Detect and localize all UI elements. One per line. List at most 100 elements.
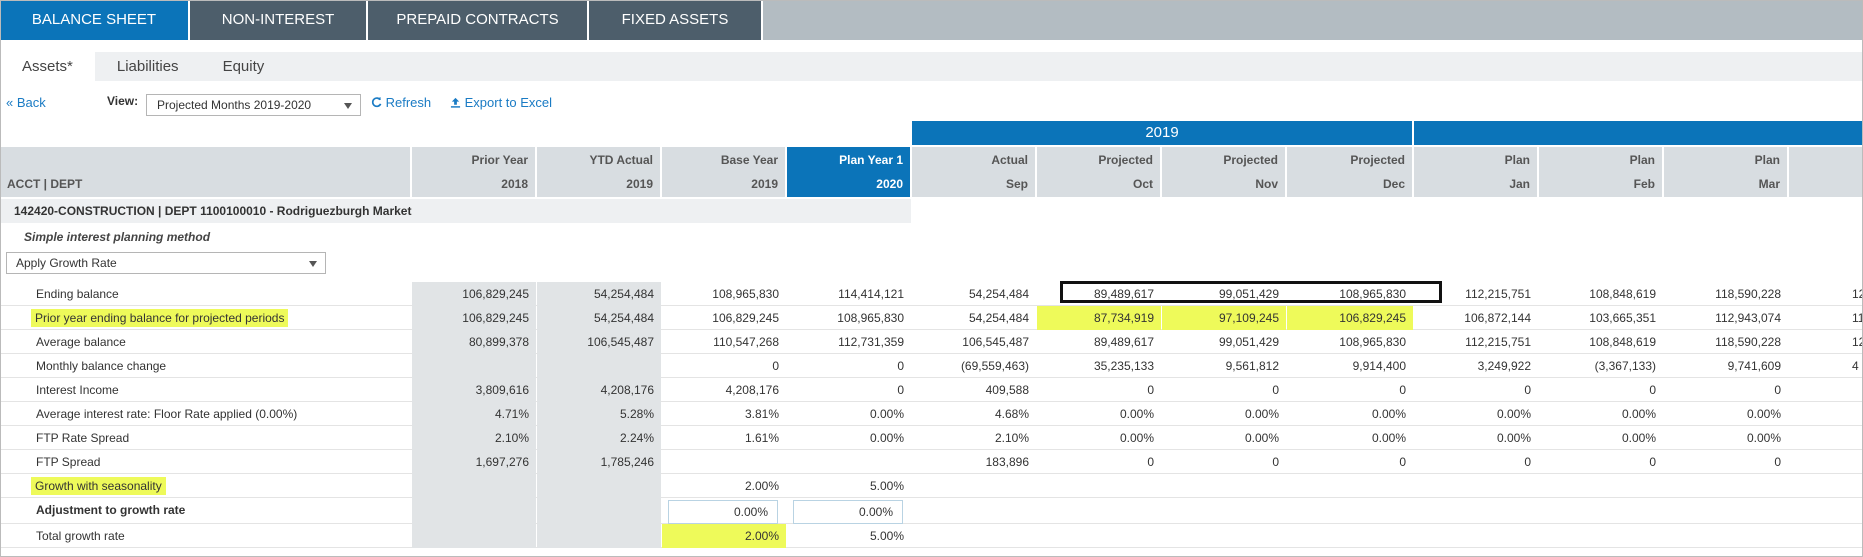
column-header: Projected Dec: [1287, 147, 1413, 197]
table-cell: [1789, 498, 1863, 524]
cell-background: [412, 354, 536, 378]
table-cell: 0.00%: [1371, 407, 1406, 421]
table-cell: 112,215,751: [1465, 287, 1531, 301]
refresh-button[interactable]: Refresh: [371, 95, 431, 110]
table-cell: 116: [1852, 311, 1863, 325]
table-cell: 122: [1852, 335, 1863, 349]
column-header: Projected Oct: [1037, 147, 1161, 197]
toolbar: « Back View: Projected Months 2019-2020 …: [0, 88, 900, 118]
table-cell: 2.10%: [494, 431, 529, 445]
table-cell: [1287, 474, 1413, 498]
table-cell: 0.00%: [1746, 407, 1781, 421]
table-cell: [1162, 498, 1286, 524]
cell-background: [412, 282, 536, 306]
table-cell: [1664, 498, 1788, 524]
cell-background: [537, 402, 661, 426]
tab-fixed-assets[interactable]: FIXED ASSETS: [589, 0, 763, 40]
column-header: Actual Sep: [912, 147, 1036, 197]
column-header-period: 2019: [751, 177, 778, 191]
column-header-period: 2019: [626, 177, 653, 191]
table-cell: 118,590,228: [1715, 335, 1781, 349]
table-cell: 0.00%: [869, 431, 904, 445]
table-cell: 108,965,830: [1339, 335, 1406, 349]
row-label: Average interest rate: Floor Rate applie…: [36, 407, 298, 421]
table-cell: 110,547,268: [713, 335, 779, 349]
cell-background: [412, 450, 536, 474]
view-label: View:: [107, 94, 139, 108]
tab-balance-sheet[interactable]: BALANCE SHEET: [0, 0, 190, 40]
subtab-liabilities[interactable]: Liabilities: [116, 58, 179, 75]
table-cell: 0.00%: [1746, 431, 1781, 445]
growth-adjustment-input[interactable]: 0.00%: [793, 500, 903, 524]
table-cell: 99,051,429: [1218, 335, 1279, 349]
table-cell: 89,489,617: [1093, 287, 1154, 301]
row-label: Adjustment to growth rate: [36, 503, 186, 517]
table-row: FTP Spread 1,697,276 1,785,246 183,896 0 0 0 0 0…: [0, 450, 1863, 474]
table-cell: [537, 498, 661, 524]
column-header-period: Nov: [1255, 177, 1278, 191]
table-cell: 108,965,830: [837, 311, 904, 325]
planning-method-label: Simple interest planning method: [24, 230, 211, 244]
table-cell: 106,872,144: [1464, 311, 1531, 325]
column-header: Plan Year 1 2020: [787, 147, 911, 197]
column-header-title: Plan: [1754, 153, 1780, 167]
table-cell: 54,254,484: [968, 311, 1029, 325]
table-cell: 2.10%: [994, 431, 1029, 445]
table-cell: 3,809,616: [475, 383, 529, 397]
table-row: Prior year ending balance for projected …: [0, 306, 1863, 330]
table-cell: [1664, 474, 1788, 498]
table-cell: 106,829,245: [462, 287, 529, 301]
table-cell: [1789, 524, 1863, 548]
cell-background: [412, 402, 536, 426]
table-cell: 0: [1774, 383, 1781, 397]
column-header-period: Mar: [1758, 177, 1780, 191]
column-header-title: Prior Year: [471, 153, 528, 167]
column-header: YTD Actual 2019: [537, 147, 661, 197]
table-cell: 0.00%: [1119, 431, 1154, 445]
export-excel-button[interactable]: Export to Excel: [450, 95, 552, 110]
row-label: Growth with seasonality: [31, 477, 166, 495]
subtab-equity[interactable]: Equity: [222, 58, 265, 75]
view-select[interactable]: Projected Months 2019-2020: [146, 94, 361, 116]
table-row: Total growth rate 2.00% 5.00%: [0, 524, 1863, 548]
row-label: Total growth rate: [36, 529, 125, 543]
column-header-title: Plan: [1504, 153, 1530, 167]
table-row: Adjustment to growth rate 0.00% 0.00%: [0, 498, 1863, 524]
table-cell: [1789, 378, 1863, 402]
table-cell: 80,899,378: [468, 335, 529, 349]
table-cell: [1162, 474, 1286, 498]
column-header: Plan Feb: [1539, 147, 1663, 197]
year-band-2020: [1414, 121, 1863, 145]
cell-background: [412, 474, 536, 498]
table-cell: 54,254,484: [593, 287, 654, 301]
table-cell: [1539, 498, 1663, 524]
table-row: Average balance 80,899,378 106,545,487 110,…: [0, 330, 1863, 354]
tab-non-interest[interactable]: NON-INTEREST: [190, 0, 368, 40]
cell-background: [537, 474, 661, 498]
table-cell: 2.00%: [744, 479, 779, 493]
row-label: Interest Income: [36, 383, 119, 397]
header-acct-dept: ACCT | DEPT: [0, 147, 411, 197]
growth-adjustment-input[interactable]: 0.00%: [668, 500, 778, 524]
table-cell: [1414, 498, 1538, 524]
table-cell: [1414, 474, 1538, 498]
column-header-period: Jan: [1509, 177, 1530, 191]
column-header-title: Base Year: [720, 153, 778, 167]
table-cell: [412, 474, 536, 498]
tab-prepaid-contracts[interactable]: PREPAID CONTRACTS: [368, 0, 589, 40]
table-cell: [1664, 524, 1788, 548]
column-header-period: Feb: [1633, 177, 1655, 191]
column-header-title: Projected: [1350, 153, 1405, 167]
table-cell: 3.81%: [744, 407, 779, 421]
table-cell: [412, 354, 536, 378]
table-cell: 0: [1399, 383, 1406, 397]
table-cell: 112,943,074: [1715, 311, 1781, 325]
subtab-assets[interactable]: Assets*: [0, 52, 95, 81]
table-cell: 1,785,246: [600, 455, 654, 469]
table-cell: 54,254,484: [968, 287, 1029, 301]
back-link[interactable]: « Back: [6, 95, 46, 110]
column-header: Base Year 2019: [662, 147, 786, 197]
table-cell: [537, 354, 661, 378]
table-cell: 5.00%: [869, 479, 904, 493]
growth-rate-select[interactable]: Apply Growth Rate: [6, 252, 326, 274]
